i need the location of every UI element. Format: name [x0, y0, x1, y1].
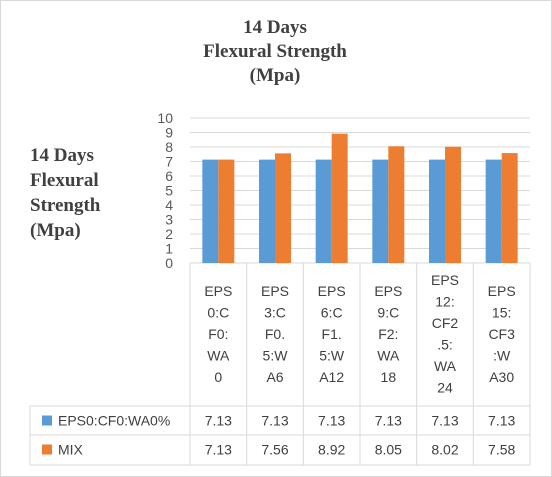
y-axis-label: 14 Days Flexural Strength (Mpa): [30, 145, 101, 241]
bar-mix-4: [445, 146, 461, 263]
legend-key-mix: [42, 444, 52, 455]
y-tick-label: 3: [165, 212, 173, 228]
data-label: 7.13: [318, 413, 345, 429]
bar-mix-3: [388, 146, 405, 263]
legend-label: EPS0:CF0:WA0%: [58, 413, 170, 429]
data-label: 8.92: [318, 442, 345, 458]
x-tick-label: EPS 3:C F0. 5:W A6: [261, 283, 289, 385]
data-table: [29, 263, 531, 466]
legend-label: MIX: [58, 442, 84, 458]
data-label: 7.56: [261, 442, 288, 458]
bar-eps0-0: [202, 159, 219, 263]
y-tick-label: 1: [165, 241, 173, 257]
bar-eps0-2: [315, 159, 332, 263]
bar-eps0-4: [429, 159, 445, 263]
y-tick-label: 2: [165, 226, 173, 242]
x-tick-label: EPS 6:C F1. 5:W A12: [318, 283, 346, 385]
chart-title: 14 Days Flexural Strength (Mpa): [203, 17, 347, 86]
bar-eps0-1: [259, 159, 275, 263]
data-label: 7.13: [205, 442, 232, 458]
bar-mix-5: [501, 153, 518, 263]
y-tick-label: 9: [165, 125, 173, 141]
data-label: 7.58: [488, 442, 515, 458]
bar-eps0-5: [485, 159, 502, 263]
bar-mix-1: [275, 153, 291, 263]
data-label: 7.13: [375, 413, 402, 429]
x-tick-label: EPS 0:C F0: WA 0: [204, 283, 232, 385]
x-tick-label: EPS 9:C F2: WA 18: [374, 283, 402, 385]
y-tick-label: 10: [157, 110, 173, 126]
bar-mix-2: [331, 133, 348, 263]
bar-eps0-3: [372, 159, 389, 263]
x-tick-label: EPS 15: CF3:W A30: [488, 283, 516, 385]
y-tick-label: 6: [165, 168, 173, 184]
grid-layer: [190, 117, 530, 264]
y-tick-label: 8: [165, 139, 173, 155]
data-label: 7.13: [431, 413, 458, 429]
data-label: 7.13: [205, 413, 232, 429]
y-tick-label: 4: [165, 197, 173, 213]
y-tick-label: 0: [165, 255, 173, 271]
bar-layer: [202, 133, 518, 263]
data-label: 7.13: [488, 413, 515, 429]
y-tick-label: 7: [165, 154, 173, 170]
bar-mix-0: [218, 159, 235, 263]
y-tick-label: 5: [165, 183, 173, 199]
data-label: 7.13: [261, 413, 288, 429]
data-label: 8.02: [431, 442, 458, 458]
data-label: 8.05: [375, 442, 402, 458]
legend-key-eps0: [42, 415, 52, 426]
x-tick-label: EPS 12: CF2.5: WA 24: [431, 272, 459, 396]
